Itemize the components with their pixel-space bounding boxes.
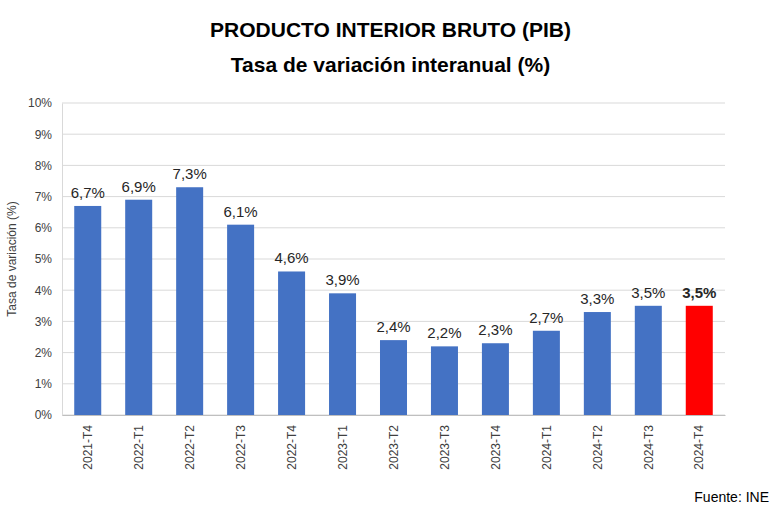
x-tick: 2022-T1 (132, 425, 146, 470)
x-tick-label: 2022-T2 (183, 425, 197, 470)
x-axis: 2021-T4 2022-T1 2022-T2 2022-T3 2022-T4 2023-… (63, 416, 726, 470)
data-label: 6,7% (71, 184, 105, 201)
y-tick: 9% (35, 128, 62, 142)
grid-line (62, 227, 725, 228)
x-tick-label: 2023-T1 (336, 425, 350, 470)
x-tick: 2024-T1 (540, 425, 554, 470)
data-label: 3,9% (325, 271, 359, 288)
x-tick: 2023-T4 (489, 425, 503, 470)
x-tick-label: 2023-T2 (387, 425, 401, 470)
y-tick: 1% (35, 377, 62, 391)
data-label: 4,6% (274, 249, 308, 266)
data-label: 6,1% (224, 203, 258, 220)
y-tick-label: 9% (35, 128, 53, 142)
y-tick: 4% (35, 284, 62, 298)
bar (74, 206, 101, 415)
y-tick: 10% (28, 96, 62, 110)
y-tick-label: 1% (35, 377, 53, 391)
data-label: 3,5% (682, 284, 716, 301)
data-label: 6,9% (122, 178, 156, 195)
data-label: 3,3% (580, 290, 614, 307)
y-tick-label: 2% (35, 346, 53, 360)
x-axis-line (63, 415, 726, 416)
y-tick-label: 10% (28, 96, 52, 110)
bars (74, 187, 713, 415)
x-tick: 2023-T3 (438, 425, 452, 470)
y-tick-label: 3% (35, 315, 53, 329)
x-tick: 2023-T2 (387, 425, 401, 470)
grid-line (62, 134, 725, 135)
y-tick: 8% (35, 159, 62, 173)
x-tick-label: 2024-T1 (540, 425, 554, 470)
bar (227, 225, 254, 415)
grid-line (62, 165, 725, 166)
y-tick-label: 5% (35, 252, 53, 266)
x-tick: 2022-T4 (285, 425, 299, 470)
x-tick-label: 2021-T4 (81, 425, 95, 470)
plot: 0%1%2%3%4%5%6%7%8%9%10%2021-T42022-T1202… (28, 96, 726, 469)
title: PRODUCTO INTERIOR BRUTO (PIB) (210, 18, 571, 41)
grid (62, 103, 725, 415)
x-tick: 2024-T3 (642, 425, 656, 470)
y-tick: 3% (35, 315, 62, 329)
y-tick: 6% (35, 221, 62, 235)
grid-line (62, 103, 725, 104)
data-label: 2,3% (478, 321, 512, 338)
y-tick-label: 0% (35, 408, 53, 422)
x-tick-label: 2022-T3 (234, 425, 248, 470)
x-tick-label: 2024-T3 (642, 425, 656, 470)
bar (431, 346, 458, 415)
data-labels: 6,7% 6,9% 7,3% 6,1% 4,6% 3,9% 2,4% 2,2% 2,3% 2,7%… (71, 165, 717, 341)
y-tick: 7% (35, 190, 62, 204)
bar (125, 200, 152, 415)
y-tick-label: 8% (35, 159, 53, 173)
grid-line (62, 196, 725, 197)
bar (329, 293, 356, 415)
chart: 0%1%2%3%4%5%6%7%8%9%10%2021-T42022-T1202… (0, 0, 781, 512)
source: Fuente: INE (694, 489, 769, 505)
y-tick: 5% (35, 252, 62, 266)
y-axis: 0% 1% 2% 3% 4% 5% 6% 7% 8% 9% 10% (28, 96, 63, 422)
bar (380, 340, 407, 415)
y-tick: 0% (35, 408, 62, 422)
x-tick: 2023-T1 (336, 425, 350, 470)
x-tick-label: 2024-T2 (591, 425, 605, 470)
y-axis-line (62, 104, 63, 416)
x-tick-label: 2022-T4 (285, 425, 299, 470)
x-tick: 2022-T3 (234, 425, 248, 470)
x-tick: 2024-T4 (692, 425, 706, 470)
bar (635, 306, 662, 415)
y-axis-title: Tasa de variación (%) (5, 201, 19, 316)
y-tick-label: 4% (35, 284, 53, 298)
x-tick-label: 2023-T3 (438, 425, 452, 470)
x-tick: 2022-T2 (183, 425, 197, 470)
y-tick-label: 7% (35, 190, 53, 204)
bar (533, 331, 560, 415)
bar (278, 271, 305, 415)
data-label: 7,3% (173, 165, 207, 182)
bar (686, 306, 713, 415)
x-tick-label: 2022-T1 (132, 425, 146, 470)
bar (584, 312, 611, 415)
subtitle: Tasa de variación interanual (%) (231, 53, 550, 76)
x-tick: 2021-T4 (81, 425, 95, 470)
grid-line (62, 290, 725, 291)
y-tick-label: 6% (35, 221, 53, 235)
grid-line (62, 259, 725, 260)
data-label: 2,4% (376, 318, 410, 335)
bar (482, 343, 509, 415)
bar (176, 187, 203, 415)
data-label: 3,5% (631, 284, 665, 301)
y-tick: 2% (35, 346, 62, 360)
x-tick-label: 2023-T4 (489, 425, 503, 470)
x-tick: 2024-T2 (591, 425, 605, 470)
data-label: 2,2% (427, 324, 461, 341)
data-label: 2,7% (529, 309, 563, 326)
x-tick-label: 2024-T4 (692, 425, 706, 470)
